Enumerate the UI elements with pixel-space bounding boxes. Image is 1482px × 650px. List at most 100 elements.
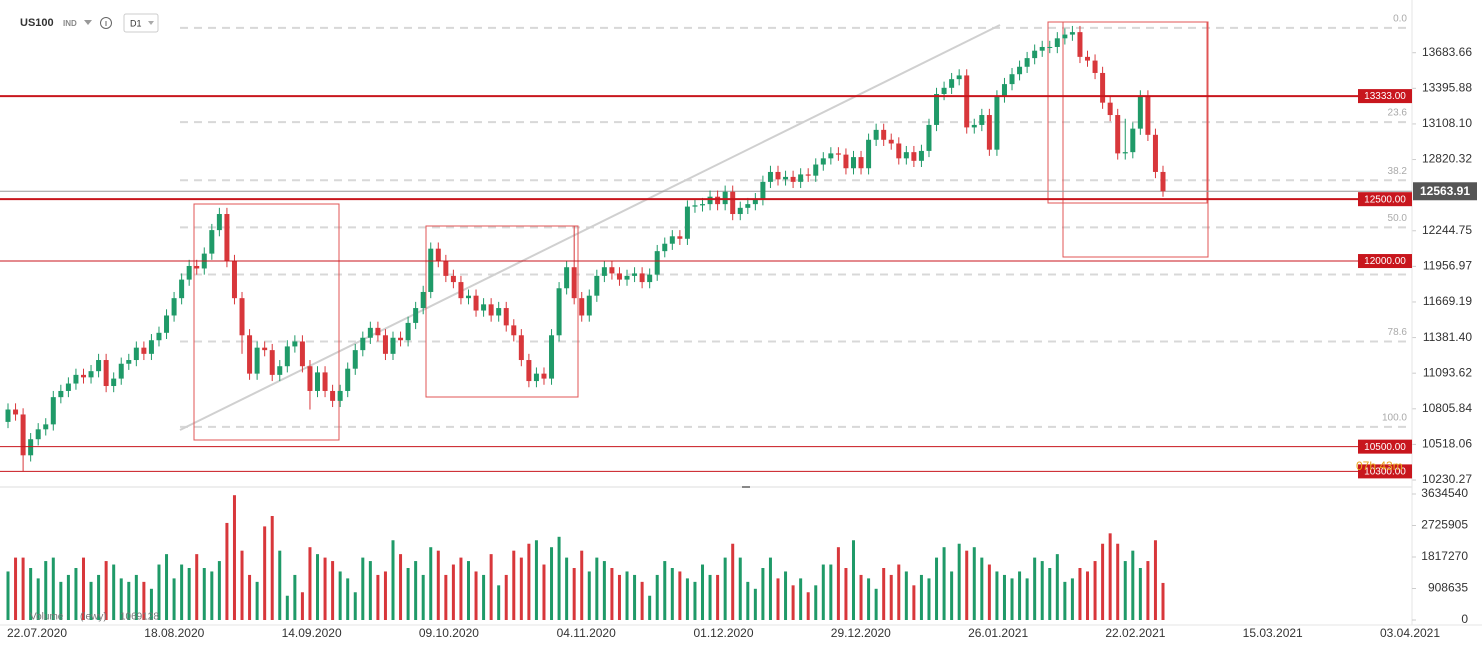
volume-bar [240,550,244,620]
volume-bar [51,557,55,620]
candle-body [28,439,34,456]
current-price-label-bg [1413,182,1477,201]
volume-bar [927,578,931,620]
candle-body [1152,134,1158,172]
candle-body [65,383,71,391]
candle-body [692,205,698,207]
candle-body [209,230,215,254]
volume-bar [784,571,788,620]
y-tick-label: 10805.84 [1422,401,1472,415]
level-label-bg [1358,89,1412,104]
candle-body [639,273,645,283]
candle-body [798,174,804,182]
volume-name: Volume [30,612,64,623]
candle-body [443,261,449,276]
volume-bar [346,578,350,620]
volume-bar [97,574,101,620]
volume-bar [66,574,70,620]
volume-bar [670,567,674,620]
volume-bar [217,561,221,620]
candle-body [1062,34,1068,39]
candle-body [1039,46,1045,51]
volume-bar [723,557,727,620]
volume-bar [957,543,961,620]
volume-bar [1055,554,1059,620]
volume-bar [942,547,946,620]
volume-bar [399,554,403,620]
symbol-dropdown[interactable] [84,20,92,25]
volume-bar [308,547,312,620]
candle-body [1130,128,1136,153]
candle-body [458,282,464,299]
volume-bar [353,592,357,620]
volume-bar [1002,574,1006,620]
candle-body [80,374,86,378]
volume-bar [731,543,735,620]
volume-bar [987,564,991,620]
candle-body [979,115,985,125]
candle-body [601,267,607,276]
volume-bar [565,557,569,620]
candle-body [35,429,41,440]
range-box[interactable] [425,225,579,398]
candle-body [579,298,585,316]
candle-body [194,265,200,269]
candle-body [949,79,955,88]
volume-note: (lewy) [80,612,107,623]
fib-level-label: 50.0 [1388,213,1408,224]
candle-body [752,199,758,205]
volume-bar [210,571,214,620]
volume-bar [1070,578,1074,620]
candle-body [473,295,479,311]
volume-bar [814,585,818,620]
volume-bar [14,557,18,620]
candle-body [247,335,253,374]
volume-bar [323,557,327,620]
candle-body [43,424,49,430]
candle-body [337,390,343,401]
symbol[interactable]: US100 [20,17,54,29]
x-tick-label: 26.01.2021 [968,626,1028,640]
range-box[interactable] [1047,21,1208,204]
volume-bar [1123,561,1127,620]
volume-bar [429,547,433,620]
volume-bar [421,574,425,620]
candle-body [707,196,713,205]
trend-line[interactable] [179,24,1001,431]
timeframe-select[interactable] [123,13,159,33]
range-box[interactable] [193,203,340,441]
candle-body [299,341,305,367]
volume-bar [867,578,871,620]
volume-bar [1093,561,1097,620]
volume-last: 1069128 [120,612,159,623]
volume-bar [180,564,184,620]
range-box[interactable] [1062,21,1209,258]
candle-body [594,275,600,296]
y-tick-label: 10230.27 [1422,472,1472,486]
candle-body [956,75,962,80]
candle-body [662,243,668,252]
candle-body [488,304,494,316]
volume-bar [542,564,546,620]
candle-body [1160,171,1166,192]
candle-body [269,350,275,375]
volume-bar [127,581,131,620]
info-icon[interactable] [100,17,112,29]
volume-bar [587,571,591,620]
candle-body [730,191,736,215]
candle-body [541,373,547,379]
level-label: 10300.00 [1364,467,1406,478]
candle-body [632,273,638,276]
candle-body [684,206,690,239]
candle-body [903,152,909,159]
volume-bar [1010,578,1014,620]
volume-bar [519,557,523,620]
volume-bar [882,567,886,620]
candle-body [737,207,743,215]
candle-body [564,267,570,289]
volume-bar [1131,550,1135,620]
volume-bar [874,588,878,620]
candle-body [186,265,192,280]
volume-bar [225,522,229,620]
